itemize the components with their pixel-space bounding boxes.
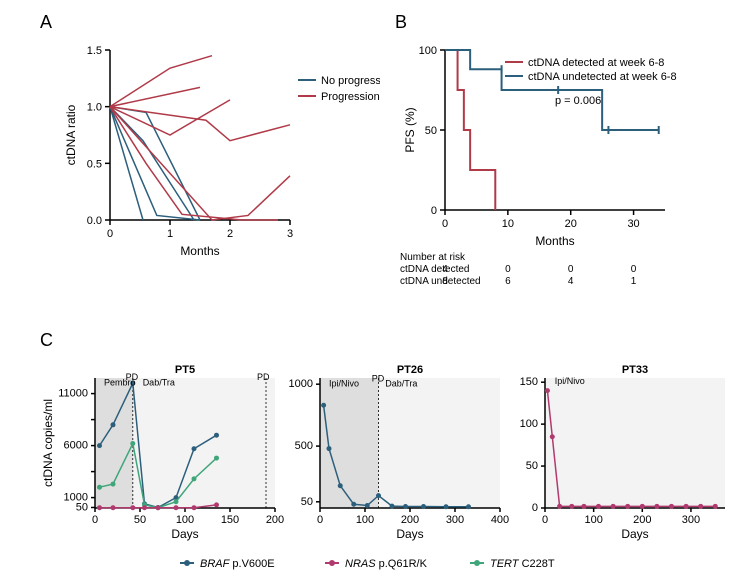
svg-text:50: 50 xyxy=(526,460,538,472)
svg-text:PD: PD xyxy=(257,372,270,382)
svg-text:150: 150 xyxy=(221,514,239,526)
svg-text:ctDNA ratio: ctDNA ratio xyxy=(64,104,78,165)
svg-text:ctDNA detected at week 6-8: ctDNA detected at week 6-8 xyxy=(528,57,664,69)
svg-text:Days: Days xyxy=(621,527,648,541)
svg-text:1.0: 1.0 xyxy=(87,102,102,114)
svg-text:100: 100 xyxy=(520,418,538,430)
svg-text:ctDNA detected: ctDNA detected xyxy=(400,264,469,275)
svg-text:50: 50 xyxy=(425,125,437,137)
svg-text:0: 0 xyxy=(542,514,548,526)
svg-text:3: 3 xyxy=(287,228,293,240)
panel-b-chart: 0102030050100MonthsPFS (%)ctDNA detected… xyxy=(400,40,735,320)
panel-a-chart: 0 1 2 3 0.0 0.5 1.0 1.5 Months ctDNA ratio No prog… xyxy=(60,40,380,270)
svg-text:1000: 1000 xyxy=(64,492,88,504)
svg-text:4: 4 xyxy=(442,264,448,275)
svg-text:0.5: 0.5 xyxy=(87,158,102,170)
svg-text:6: 6 xyxy=(505,276,511,287)
svg-text:30: 30 xyxy=(627,218,639,230)
svg-text:2: 2 xyxy=(227,228,233,240)
svg-text:500: 500 xyxy=(295,440,313,452)
svg-text:PD: PD xyxy=(126,372,139,382)
svg-text:ctDNA copies/ml: ctDNA copies/ml xyxy=(41,399,55,487)
svg-text:Months: Months xyxy=(535,234,574,248)
svg-text:Progression: Progression xyxy=(321,91,380,103)
svg-text:4: 4 xyxy=(568,276,574,287)
svg-text:0: 0 xyxy=(532,502,538,514)
svg-text:BRAF p.V600E: BRAF p.V600E xyxy=(200,558,275,570)
svg-text:PT5: PT5 xyxy=(175,364,195,376)
svg-text:400: 400 xyxy=(491,514,509,526)
svg-text:50: 50 xyxy=(301,496,313,508)
svg-text:10: 10 xyxy=(502,218,514,230)
svg-text:0: 0 xyxy=(505,264,511,275)
svg-text:PT26: PT26 xyxy=(397,364,423,376)
svg-text:Ipi/Nivo: Ipi/Nivo xyxy=(329,379,359,389)
svg-text:PT33: PT33 xyxy=(622,364,648,376)
svg-text:100: 100 xyxy=(176,514,194,526)
svg-text:6000: 6000 xyxy=(64,440,88,452)
svg-text:1.5: 1.5 xyxy=(87,45,102,57)
svg-text:Days: Days xyxy=(171,527,198,541)
svg-text:No progression: No progression xyxy=(321,75,380,87)
svg-text:Days: Days xyxy=(396,527,423,541)
svg-text:200: 200 xyxy=(266,514,284,526)
svg-text:11000: 11000 xyxy=(58,388,88,400)
svg-text:ctDNA undetected at week 6-8: ctDNA undetected at week 6-8 xyxy=(528,71,677,83)
svg-text:100: 100 xyxy=(419,45,437,57)
svg-text:300: 300 xyxy=(682,514,700,526)
svg-text:Dab/Tra: Dab/Tra xyxy=(385,379,417,389)
svg-text:200: 200 xyxy=(633,514,651,526)
svg-text:Months: Months xyxy=(180,244,219,258)
svg-text:0: 0 xyxy=(631,264,637,275)
svg-text:50: 50 xyxy=(134,514,146,526)
panel-a-label: A xyxy=(40,12,52,33)
svg-text:ctDNA undetected: ctDNA undetected xyxy=(400,276,481,287)
svg-text:100: 100 xyxy=(584,514,602,526)
panel-c-charts: 050100150200501000600011000PT5DaysctDNA … xyxy=(40,360,740,580)
svg-text:PD: PD xyxy=(372,374,385,384)
svg-text:8: 8 xyxy=(442,276,448,287)
svg-text:0: 0 xyxy=(442,218,448,230)
svg-text:150: 150 xyxy=(520,376,538,388)
svg-text:0: 0 xyxy=(568,264,574,275)
svg-text:p = 0.006: p = 0.006 xyxy=(555,95,601,107)
svg-text:Ipi/Nivo: Ipi/Nivo xyxy=(555,376,585,386)
svg-text:NRAS p.Q61R/K: NRAS p.Q61R/K xyxy=(345,558,428,570)
svg-text:1: 1 xyxy=(167,228,173,240)
svg-text:PFS (%): PFS (%) xyxy=(403,107,417,152)
svg-text:200: 200 xyxy=(401,514,419,526)
svg-text:20: 20 xyxy=(565,218,577,230)
svg-text:Number at risk: Number at risk xyxy=(400,252,466,263)
svg-text:100: 100 xyxy=(356,514,374,526)
svg-text:1: 1 xyxy=(631,276,637,287)
svg-text:300: 300 xyxy=(446,514,464,526)
svg-text:0: 0 xyxy=(107,228,113,240)
svg-text:TERT C228T: TERT C228T xyxy=(490,558,555,570)
svg-text:0.0: 0.0 xyxy=(87,215,102,227)
panel-c-label: C xyxy=(40,330,53,351)
svg-text:0: 0 xyxy=(431,205,437,217)
panel-b-label: B xyxy=(395,12,407,33)
svg-text:0: 0 xyxy=(317,514,323,526)
svg-text:1000: 1000 xyxy=(289,378,313,390)
svg-text:Dab/Tra: Dab/Tra xyxy=(143,377,175,387)
svg-text:0: 0 xyxy=(92,514,98,526)
